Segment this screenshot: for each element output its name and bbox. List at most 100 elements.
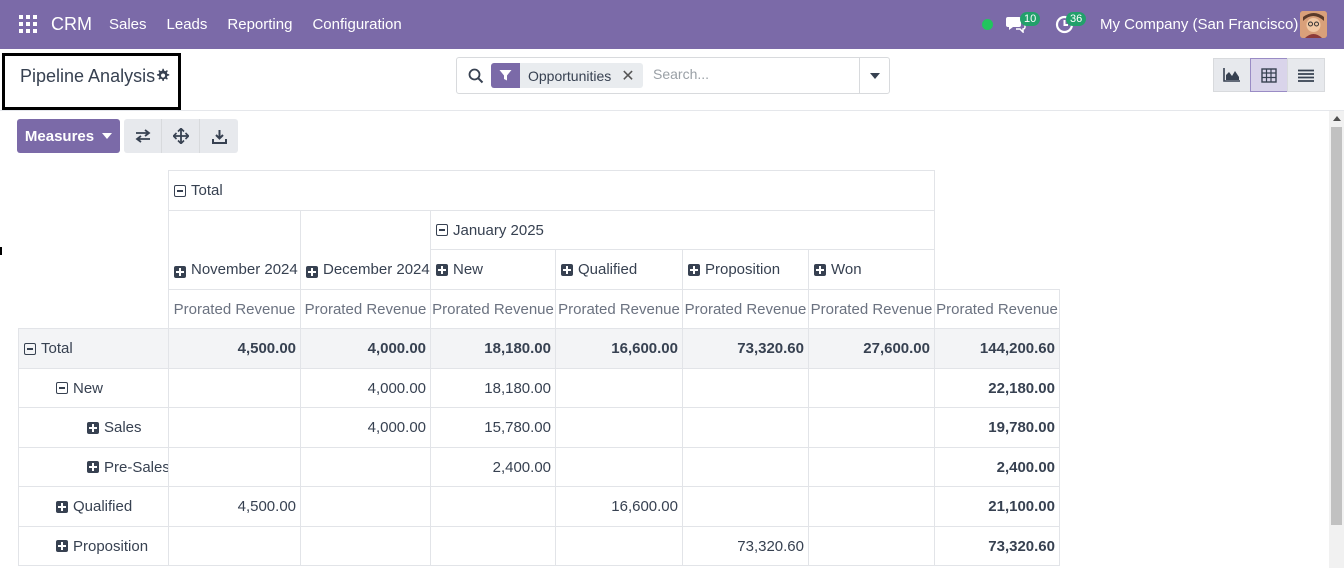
measure-header[interactable]: Prorated Revenue xyxy=(555,289,683,329)
scrollbar-thumb[interactable] xyxy=(1331,127,1342,525)
area-chart-icon xyxy=(1223,68,1240,82)
table-cell[interactable]: 27,600.00 xyxy=(808,328,935,369)
measure-header[interactable]: Prorated Revenue xyxy=(808,289,935,329)
download-button[interactable] xyxy=(200,119,238,153)
table-cell[interactable]: 22,180.00 xyxy=(934,368,1060,408)
measure-header[interactable]: Prorated Revenue xyxy=(934,289,1060,329)
table-cell[interactable] xyxy=(300,526,431,566)
filter-icon xyxy=(491,63,520,88)
pivot-view-button[interactable] xyxy=(1250,58,1288,92)
table-cell[interactable]: 4,000.00 xyxy=(300,368,431,408)
measure-header[interactable]: Prorated Revenue xyxy=(682,289,809,329)
table-cell[interactable] xyxy=(430,486,556,527)
expand-icon xyxy=(56,540,68,552)
row-header-qualified[interactable]: Qualified xyxy=(18,486,169,527)
table-cell[interactable]: 21,100.00 xyxy=(934,486,1060,527)
col-header-january-2025[interactable]: January 2025 xyxy=(430,210,935,250)
user-avatar[interactable] xyxy=(1300,11,1327,38)
col-header-proposition[interactable]: Proposition xyxy=(682,249,809,290)
menu-item-reporting[interactable]: Reporting xyxy=(227,16,293,33)
table-cell[interactable]: 4,500.00 xyxy=(168,486,301,527)
table-cell[interactable]: 2,400.00 xyxy=(934,447,1060,487)
expand-all-button[interactable] xyxy=(162,119,200,153)
gear-icon[interactable] xyxy=(155,68,170,83)
page-title: Pipeline Analysis xyxy=(20,66,156,86)
company-switcher[interactable]: My Company (San Francisco) xyxy=(1100,16,1299,33)
col-header-november-2024[interactable]: November 2024 xyxy=(168,210,301,290)
collapse-icon xyxy=(56,382,68,394)
table-cell[interactable]: 16,600.00 xyxy=(555,328,683,369)
table-cell[interactable] xyxy=(682,407,809,448)
table-cell[interactable] xyxy=(168,447,301,487)
menu-item-sales[interactable]: Sales xyxy=(109,16,147,33)
app-brand[interactable]: CRM xyxy=(51,14,92,34)
table-cell[interactable] xyxy=(168,407,301,448)
table-cell[interactable]: 4,500.00 xyxy=(168,328,301,369)
measures-button[interactable]: Measures xyxy=(17,119,120,153)
table-cell[interactable] xyxy=(682,486,809,527)
collapse-icon xyxy=(436,224,448,236)
expand-icon xyxy=(306,266,318,278)
flip-axis-button[interactable] xyxy=(124,119,162,153)
menu-item-leads[interactable]: Leads xyxy=(166,16,208,33)
table-cell[interactable] xyxy=(168,368,301,408)
table-cell[interactable]: 73,320.60 xyxy=(682,328,809,369)
table-cell[interactable]: 144,200.60 xyxy=(934,328,1060,369)
col-header-total[interactable]: Total xyxy=(168,170,935,211)
table-cell[interactable] xyxy=(808,447,935,487)
menu-item-configuration[interactable]: Configuration xyxy=(312,16,402,33)
col-header-qualified[interactable]: Qualified xyxy=(555,249,683,290)
row-header-proposition[interactable]: Proposition xyxy=(18,526,169,566)
table-cell[interactable]: 73,320.60 xyxy=(934,526,1060,566)
expand-icon xyxy=(814,263,826,276)
table-cell[interactable] xyxy=(808,486,935,527)
table-cell[interactable] xyxy=(682,368,809,408)
app-menu-icon[interactable] xyxy=(19,15,37,33)
chevron-down-icon xyxy=(102,133,113,139)
table-cell[interactable]: 18,180.00 xyxy=(430,368,556,408)
row-header-sales[interactable]: Sales xyxy=(18,407,169,448)
facet-label: Opportunities xyxy=(528,67,612,84)
col-header-won[interactable]: Won xyxy=(808,249,935,290)
col-header-new[interactable]: New xyxy=(430,249,556,290)
list-view-button[interactable] xyxy=(1287,58,1325,92)
table-cell[interactable] xyxy=(555,407,683,448)
table-cell[interactable] xyxy=(682,447,809,487)
table-cell[interactable]: 73,320.60 xyxy=(682,526,809,566)
col-header-december-2024[interactable]: December 2024 xyxy=(300,210,431,290)
search-icon[interactable] xyxy=(468,68,484,84)
graph-view-button[interactable] xyxy=(1213,58,1251,92)
table-cell[interactable]: 18,180.00 xyxy=(430,328,556,369)
online-status-icon xyxy=(982,19,993,30)
table-cell[interactable]: 4,000.00 xyxy=(300,407,431,448)
search-options-toggle[interactable] xyxy=(859,58,890,93)
exchange-arrows-icon xyxy=(135,129,150,143)
table-cell[interactable] xyxy=(808,368,935,408)
table-cell[interactable] xyxy=(430,526,556,566)
row-header-pre-sales[interactable]: Pre-Sales xyxy=(18,447,169,487)
table-cell[interactable] xyxy=(555,447,683,487)
table-cell[interactable] xyxy=(808,407,935,448)
table-cell[interactable]: 16,600.00 xyxy=(555,486,683,527)
table-cell[interactable] xyxy=(300,486,431,527)
table-cell[interactable] xyxy=(808,526,935,566)
measure-header[interactable]: Prorated Revenue xyxy=(430,289,556,329)
row-header-total[interactable]: Total xyxy=(18,328,169,369)
table-cell[interactable]: 2,400.00 xyxy=(430,447,556,487)
download-icon xyxy=(211,129,227,144)
search-input[interactable] xyxy=(653,66,853,82)
measure-header[interactable]: Prorated Revenue xyxy=(300,289,431,329)
table-cell[interactable] xyxy=(168,526,301,566)
table-cell[interactable]: 19,780.00 xyxy=(934,407,1060,448)
expand-icon xyxy=(561,263,573,276)
table-cell[interactable] xyxy=(555,526,683,566)
table-cell[interactable]: 4,000.00 xyxy=(300,328,431,369)
measure-header[interactable]: Prorated Revenue xyxy=(168,289,301,329)
table-grid-icon xyxy=(1261,67,1277,83)
table-cell[interactable]: 15,780.00 xyxy=(430,407,556,448)
table-cell[interactable] xyxy=(300,447,431,487)
facet-remove-icon[interactable]: ✕ xyxy=(621,67,635,85)
row-header-new[interactable]: New xyxy=(18,368,169,408)
scroll-up-arrow-icon[interactable] xyxy=(1333,116,1341,121)
table-cell[interactable] xyxy=(555,368,683,408)
